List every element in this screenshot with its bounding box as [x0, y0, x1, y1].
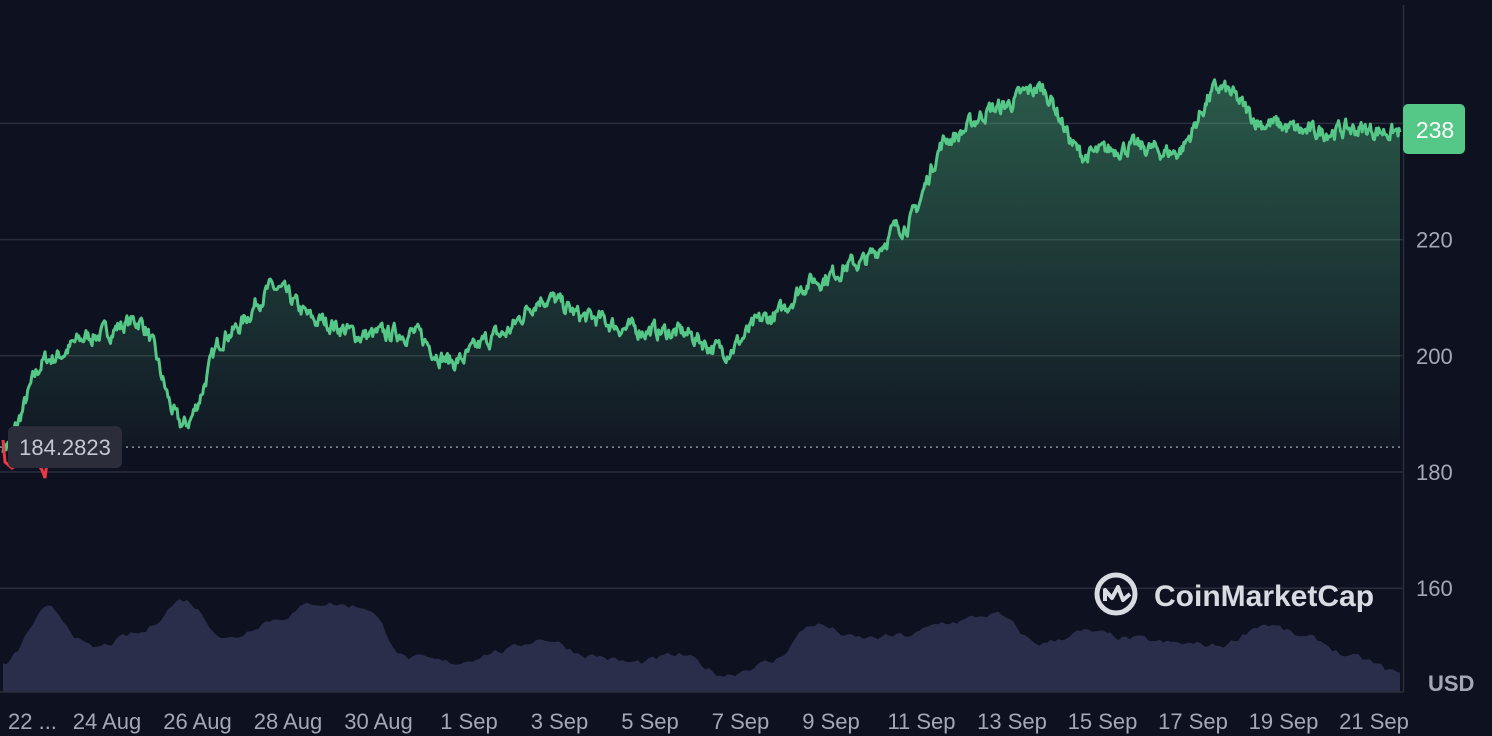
y-tick-label: 160 [1416, 576, 1453, 601]
x-tick-label: 11 Sep [887, 709, 955, 734]
x-tick-label: 5 Sep [621, 709, 679, 734]
x-tick-label: 15 Sep [1068, 709, 1138, 734]
x-tick-label: 13 Sep [977, 709, 1047, 734]
current-price-label: 238 [1403, 104, 1465, 154]
currency-label: USD [1428, 671, 1474, 696]
x-tick-label: 24 Aug [73, 709, 142, 734]
reference-price-value: 184.2823 [19, 435, 111, 460]
y-axis-ticks: 160 180 200 220 [1416, 228, 1453, 602]
x-axis-ticks: 22 ... 24 Aug 26 Aug 28 Aug 30 Aug 1 Sep 3 Sep… [8, 709, 1409, 734]
x-tick-label: 1 Sep [440, 709, 498, 734]
x-tick-label: 22 ... [8, 709, 57, 734]
coinmarketcap-logo: CoinMarketCap [1094, 572, 1374, 616]
y-tick-label: 220 [1416, 228, 1453, 253]
x-tick-label: 7 Sep [712, 709, 770, 734]
y-tick-label: 200 [1416, 344, 1453, 369]
volume-area [3, 599, 1400, 692]
x-tick-label: 9 Sep [802, 709, 860, 734]
x-tick-label: 3 Sep [531, 709, 589, 734]
current-price-value: 238 [1416, 117, 1454, 143]
x-tick-label: 28 Aug [254, 709, 323, 734]
volume-bar-area [3, 599, 1400, 692]
x-tick-label: 17 Sep [1158, 709, 1228, 734]
y-tick-label: 180 [1416, 460, 1453, 485]
x-tick-label: 21 Sep [1339, 709, 1409, 734]
price-line[interactable] [1, 78, 1402, 453]
x-tick-label: 26 Aug [163, 709, 232, 734]
x-tick-label: 19 Sep [1249, 709, 1319, 734]
watermark-text: CoinMarketCap [1154, 580, 1374, 613]
price-area-fill [3, 79, 1400, 453]
coinmarketcap-icon [1094, 572, 1138, 616]
x-tick-label: 30 Aug [344, 709, 413, 734]
reference-price-label: 184.2823 [8, 426, 122, 469]
